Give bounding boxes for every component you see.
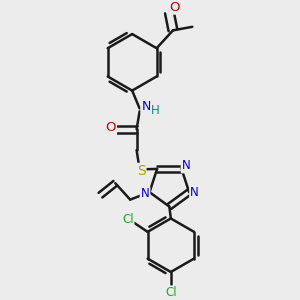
Text: N: N: [141, 100, 151, 113]
Text: N: N: [141, 187, 149, 200]
Text: N: N: [190, 186, 199, 199]
Text: O: O: [106, 121, 116, 134]
Text: Cl: Cl: [165, 286, 177, 299]
Text: Cl: Cl: [122, 213, 134, 226]
Text: S: S: [137, 164, 146, 178]
Text: O: O: [169, 1, 180, 14]
Text: H: H: [151, 104, 160, 117]
Text: N: N: [182, 159, 190, 172]
